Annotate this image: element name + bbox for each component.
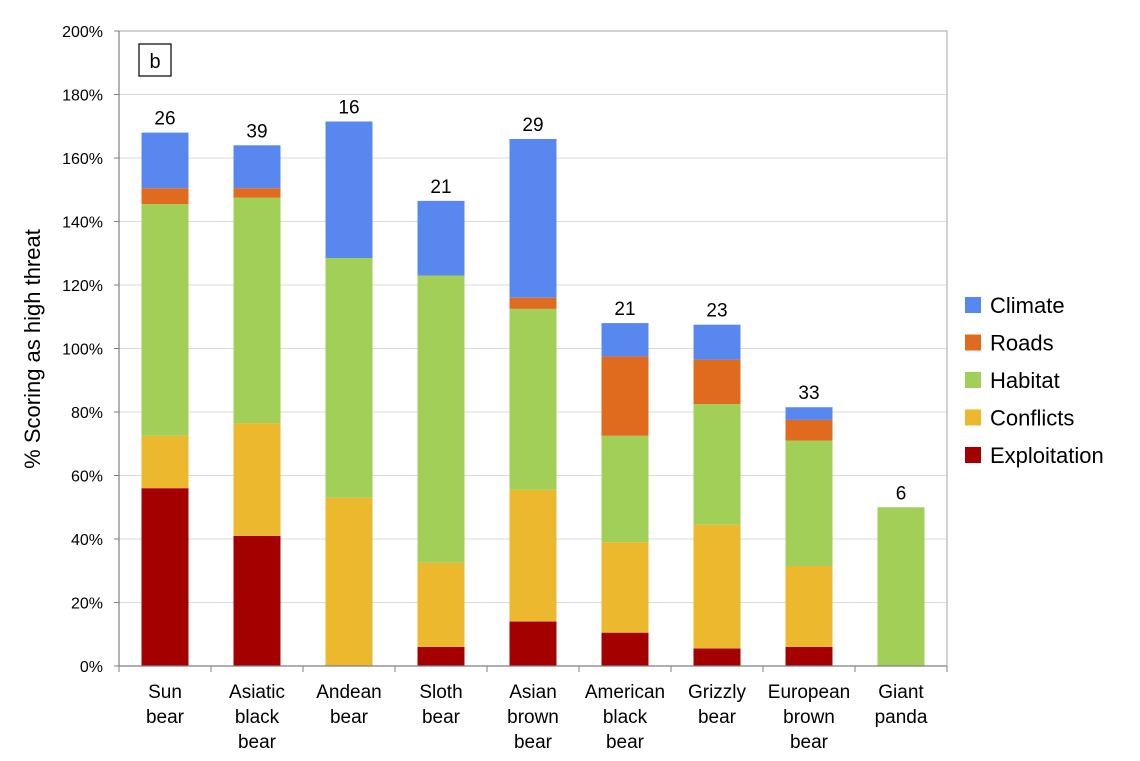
bar-total-label: 6: [896, 483, 907, 504]
bar-segment-exploitation: [233, 535, 281, 666]
bar-segment-climate: [785, 407, 833, 420]
bar-segment-habitat: [601, 435, 649, 543]
x-tick-label: Sun bear: [146, 682, 185, 728]
y-tick-label: 20%: [71, 596, 103, 613]
bar-segment-exploitation: [785, 646, 833, 666]
bar-segment-climate: [141, 132, 189, 189]
bar-segment-climate: [325, 121, 373, 259]
bar-segment-roads: [785, 419, 833, 441]
bar-total-label: 26: [154, 109, 175, 130]
x-tick-label: Grizzly bear: [688, 682, 747, 728]
bar-total-label: 16: [338, 97, 359, 118]
y-tick-label: 160%: [62, 151, 103, 168]
legend-swatch-exploitation: [965, 447, 981, 463]
bar-total-label: 29: [522, 115, 543, 136]
bar-segment-conflicts: [325, 497, 373, 666]
bar-segment-habitat: [693, 404, 741, 525]
bar-total-labels: 26 39 16 21 29 21 23 33 6: [154, 97, 906, 504]
bar-segment-roads: [601, 356, 649, 436]
bar-segment-conflicts: [693, 524, 741, 649]
bars: [141, 121, 925, 666]
bar-segment-conflicts: [601, 542, 649, 633]
bar-total-label: 33: [798, 383, 819, 404]
legend-label-climate: Climate: [990, 293, 1065, 318]
bar-segment-conflicts: [417, 562, 465, 647]
bar-segment-habitat: [325, 258, 373, 498]
bar-segment-habitat: [417, 275, 465, 563]
bar-segment-habitat: [877, 507, 925, 666]
bar-segment-conflicts: [785, 565, 833, 647]
bar-segment-climate: [417, 200, 465, 276]
legend-label-roads: Roads: [990, 331, 1054, 356]
bar-segment-climate: [233, 145, 281, 189]
y-axis-ticks: 0% 20% 40% 60% 80% 100% 120% 140% 160% 180% 200%: [62, 24, 948, 676]
y-tick-label: 120%: [62, 278, 103, 295]
bar-segment-habitat: [509, 308, 557, 490]
bar-segment-roads: [233, 188, 281, 198]
y-tick-label: 100%: [62, 342, 103, 359]
legend-swatch-climate: [965, 297, 981, 313]
x-tick-label: Sloth bear: [419, 682, 462, 728]
x-tick-label: Asiatic black bear: [229, 682, 285, 753]
legend-label-exploitation: Exploitation: [990, 443, 1104, 468]
bar-segment-exploitation: [141, 488, 189, 666]
x-tick-label: Asian brown bear: [507, 682, 559, 753]
bar-segment-climate: [509, 138, 557, 298]
x-tick-label: Giant panda: [875, 682, 928, 728]
legend-label-habitat: Habitat: [990, 368, 1060, 393]
bar-segment-exploitation: [693, 648, 741, 666]
bar-segment-roads: [693, 359, 741, 405]
bar-total-label: 21: [430, 177, 451, 198]
y-tick-label: 180%: [62, 88, 103, 105]
y-tick-label: 60%: [71, 469, 103, 486]
y-tick-label: 0%: [80, 659, 103, 676]
bar-segment-roads: [509, 297, 557, 309]
x-tick-label: European brown bear: [768, 682, 850, 753]
y-tick-label: 40%: [71, 532, 103, 549]
bar-segment-habitat: [141, 204, 189, 436]
x-axis-labels: Sun bear Asiatic black bear Andean bear Sloth be…: [146, 682, 928, 753]
bar-total-label: 21: [614, 299, 635, 320]
legend-swatch-habitat: [965, 372, 981, 388]
y-tick-label: 200%: [62, 24, 103, 41]
y-tick-label: 80%: [71, 405, 103, 422]
bar-segment-habitat: [233, 197, 281, 424]
bar-segment-conflicts: [141, 435, 189, 489]
legend-label-conflicts: Conflicts: [990, 406, 1074, 431]
legend: Climate Roads Habitat Conflicts Exploitation: [965, 293, 1104, 468]
y-axis-label: % Scoring as high threat: [20, 229, 45, 469]
bar-segment-climate: [601, 323, 649, 357]
bar-segment-exploitation: [601, 632, 649, 666]
bar-segment-climate: [693, 324, 741, 360]
bar-segment-exploitation: [417, 646, 465, 666]
bar-segment-conflicts: [509, 489, 557, 622]
bar-segment-habitat: [785, 440, 833, 566]
panel-label: b: [149, 51, 160, 73]
legend-swatch-roads: [965, 334, 981, 351]
bar-segment-exploitation: [509, 621, 557, 666]
x-tick-label: American black bear: [585, 682, 665, 753]
bar-segment-conflicts: [233, 423, 281, 536]
bar-segment-roads: [141, 188, 189, 205]
bar-total-label: 23: [706, 301, 727, 322]
panel-label-box: b: [138, 43, 172, 77]
y-tick-label: 140%: [62, 215, 103, 232]
bar-total-label: 39: [246, 121, 267, 142]
x-tick-label: Andean bear: [316, 682, 382, 728]
legend-swatch-conflicts: [965, 409, 981, 426]
